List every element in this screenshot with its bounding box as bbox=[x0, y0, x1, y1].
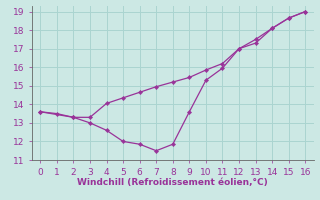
X-axis label: Windchill (Refroidissement éolien,°C): Windchill (Refroidissement éolien,°C) bbox=[77, 178, 268, 187]
